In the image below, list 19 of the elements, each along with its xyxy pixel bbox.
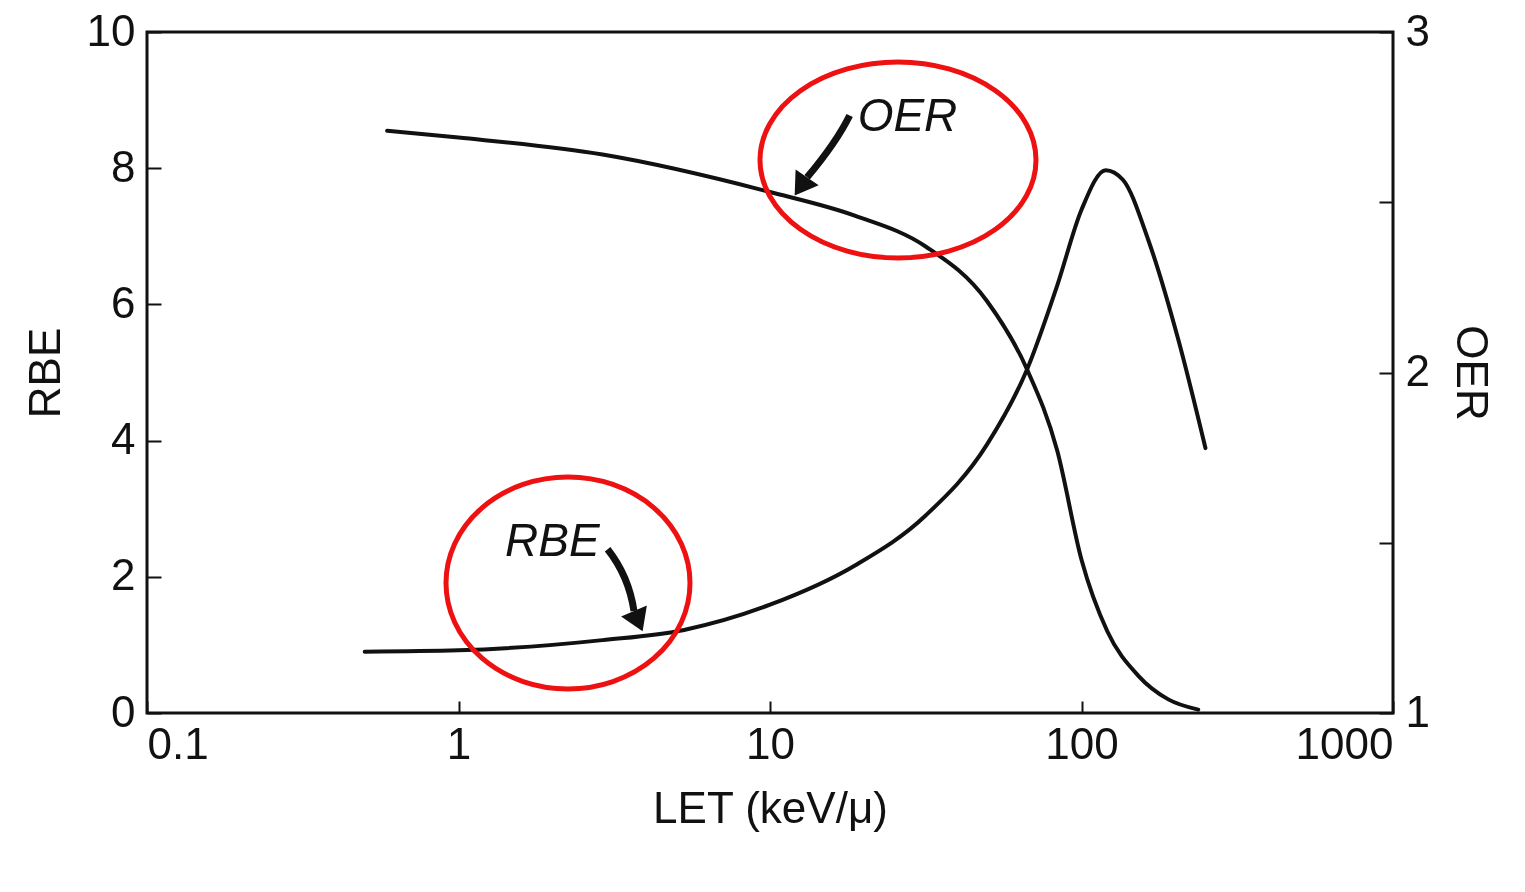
y-tick-label: 2 [111,550,136,600]
x-tick-label: 100 [1045,718,1119,768]
y-tick-label: 6 [111,277,136,327]
y-tick-label: 0 [111,686,136,736]
y2-tick-label: 1 [1405,686,1430,736]
x-tick-label: 1 [446,718,472,768]
y2-tick-label: 3 [1405,5,1430,55]
annotation: RBE [505,514,601,567]
y2-axis-title: OER [1447,325,1497,421]
y-tick-label: 8 [111,141,136,191]
y-tick-label: 4 [111,414,136,464]
y2-tick-label: 2 [1405,346,1430,395]
x-tick-label: 0.1 [147,718,209,768]
x-tick-label: 1000 [1295,718,1394,768]
y-tick-label: 10 [86,5,136,55]
y-axis-title: RBE [19,327,69,419]
x-axis-title: LET (keV/μ) [653,782,888,832]
annotation: OER [857,88,958,141]
x-tick-label: 10 [746,718,795,768]
